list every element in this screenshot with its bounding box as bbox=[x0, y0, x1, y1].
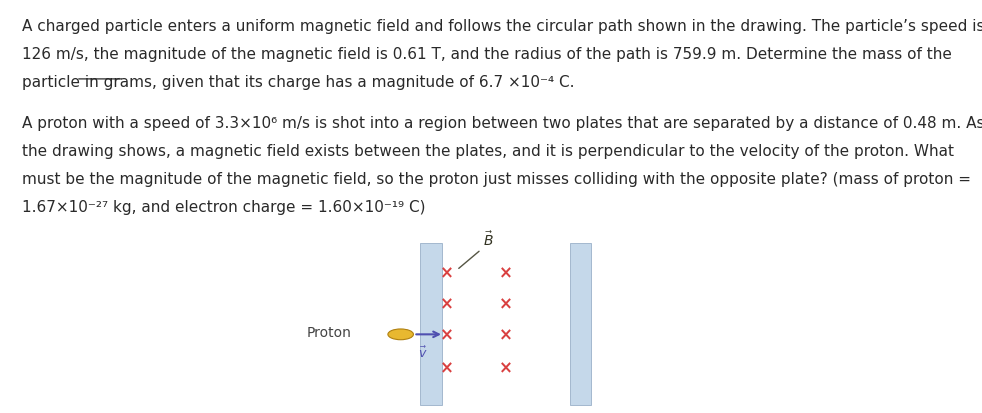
Text: 1.67×10⁻²⁷ kg, and electron charge = 1.60×10⁻¹⁹ C): 1.67×10⁻²⁷ kg, and electron charge = 1.6… bbox=[22, 200, 425, 215]
Text: A charged particle enters a uniform magnetic field and follows the circular path: A charged particle enters a uniform magn… bbox=[22, 19, 982, 33]
Text: must be the magnitude of the magnetic field, so the proton just misses colliding: must be the magnitude of the magnetic fi… bbox=[22, 172, 970, 187]
Text: ×: × bbox=[499, 263, 513, 282]
Text: ×: × bbox=[499, 358, 513, 377]
Text: 126 m/s, the magnitude of the magnetic field is 0.61 T, and the radius of the pa: 126 m/s, the magnitude of the magnetic f… bbox=[22, 47, 952, 62]
Bar bbox=[570, 244, 591, 405]
Text: $\vec{v}$: $\vec{v}$ bbox=[418, 345, 428, 360]
Text: ×: × bbox=[440, 294, 454, 313]
Text: ×: × bbox=[440, 358, 454, 377]
Text: A proton with a speed of 3.3×10⁶ m/s is shot into a region between two plates th: A proton with a speed of 3.3×10⁶ m/s is … bbox=[22, 116, 982, 131]
Text: ×: × bbox=[499, 294, 513, 313]
Text: the drawing shows, a magnetic field exists between the plates, and it is perpend: the drawing shows, a magnetic field exis… bbox=[22, 144, 954, 159]
Bar bbox=[420, 244, 442, 405]
Text: particle in grams, given that its charge has a magnitude of 6.7 ×10⁻⁴ C.: particle in grams, given that its charge… bbox=[22, 75, 574, 90]
Circle shape bbox=[388, 329, 413, 340]
Text: Proton: Proton bbox=[306, 325, 352, 339]
Text: $\vec{B}$: $\vec{B}$ bbox=[483, 230, 494, 249]
Text: ×: × bbox=[440, 325, 454, 344]
Text: ×: × bbox=[499, 325, 513, 344]
Text: ×: × bbox=[440, 263, 454, 282]
